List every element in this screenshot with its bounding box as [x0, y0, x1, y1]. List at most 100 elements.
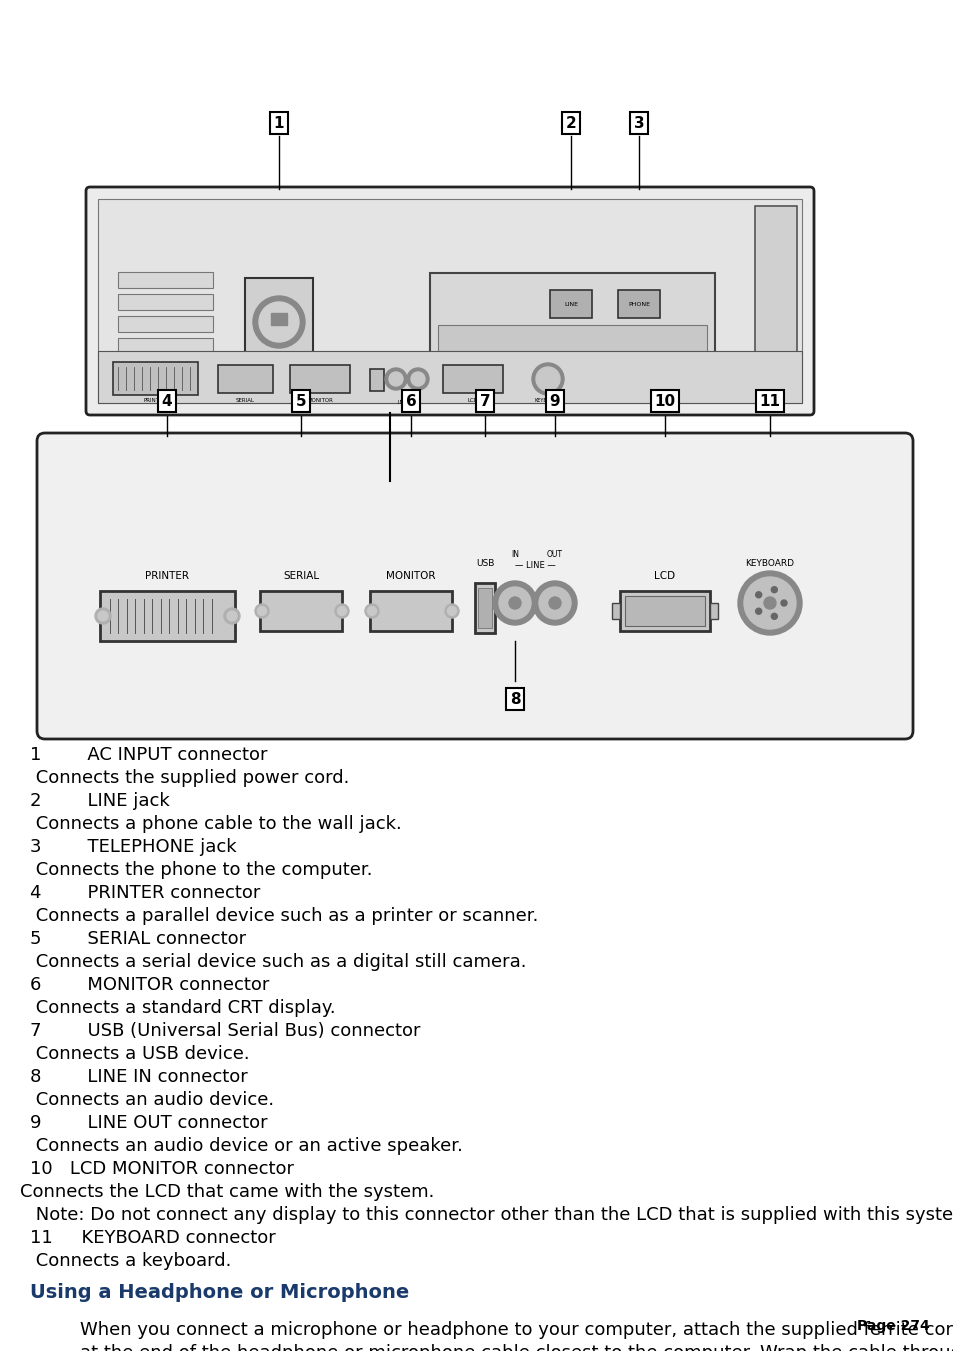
- Bar: [118, 272, 213, 288]
- Text: 6        MONITOR connector: 6 MONITOR connector: [30, 975, 269, 994]
- Circle shape: [98, 611, 108, 621]
- Circle shape: [771, 613, 777, 619]
- Text: LINE
IN  OUT: LINE IN OUT: [397, 394, 416, 405]
- Bar: [245, 278, 313, 366]
- Text: OUT: OUT: [546, 550, 562, 559]
- Bar: [442, 365, 502, 393]
- Bar: [430, 273, 714, 393]
- Circle shape: [738, 571, 801, 635]
- Text: 11     KEYBOARD connector: 11 KEYBOARD connector: [30, 1229, 275, 1247]
- Bar: [624, 596, 704, 626]
- Circle shape: [548, 597, 560, 609]
- Text: Connects an audio device.: Connects an audio device.: [30, 1092, 274, 1109]
- Circle shape: [533, 581, 577, 626]
- Bar: [477, 588, 492, 628]
- FancyBboxPatch shape: [86, 186, 813, 415]
- Text: 11: 11: [759, 393, 780, 408]
- Circle shape: [755, 592, 760, 597]
- Text: KEYBOARD: KEYBOARD: [534, 397, 560, 403]
- Circle shape: [498, 586, 531, 619]
- Text: Connects a keyboard.: Connects a keyboard.: [30, 1252, 232, 1270]
- Circle shape: [367, 607, 376, 616]
- Text: 4        PRINTER connector: 4 PRINTER connector: [30, 884, 260, 902]
- Bar: [754, 205, 796, 396]
- Circle shape: [258, 303, 298, 342]
- Bar: [370, 369, 384, 390]
- Circle shape: [337, 607, 346, 616]
- Circle shape: [493, 581, 537, 626]
- Bar: [260, 590, 341, 631]
- Circle shape: [253, 296, 305, 349]
- Bar: [709, 603, 718, 619]
- Text: SERIAL: SERIAL: [283, 571, 318, 581]
- Bar: [118, 359, 213, 376]
- Text: at the end of the headphone or microphone cable closest to the computer. Wrap th: at the end of the headphone or microphon…: [80, 1344, 953, 1351]
- Bar: [370, 590, 452, 631]
- Circle shape: [538, 586, 571, 619]
- Text: 3: 3: [633, 115, 643, 131]
- Circle shape: [781, 600, 786, 607]
- Circle shape: [755, 608, 760, 615]
- Text: Connects a standard CRT display.: Connects a standard CRT display.: [30, 998, 335, 1017]
- Text: When you connect a microphone or headphone to your computer, attach the supplied: When you connect a microphone or headpho…: [80, 1321, 953, 1339]
- Text: 6: 6: [405, 393, 416, 408]
- Bar: [98, 351, 801, 403]
- Circle shape: [771, 586, 777, 593]
- Text: 2: 2: [565, 115, 576, 131]
- Circle shape: [335, 604, 349, 617]
- Circle shape: [407, 367, 429, 390]
- Circle shape: [365, 604, 378, 617]
- Text: 4: 4: [161, 393, 172, 408]
- Text: 2        LINE jack: 2 LINE jack: [30, 792, 170, 811]
- Circle shape: [411, 372, 424, 386]
- Text: 7: 7: [479, 393, 490, 408]
- Text: LCD: LCD: [654, 571, 675, 581]
- Text: Connects a serial device such as a digital still camera.: Connects a serial device such as a digit…: [30, 952, 526, 971]
- Text: 10: 10: [654, 393, 675, 408]
- Text: 9        LINE OUT connector: 9 LINE OUT connector: [30, 1115, 268, 1132]
- Text: Connects an audio device or an active speaker.: Connects an audio device or an active sp…: [30, 1138, 462, 1155]
- Bar: [118, 295, 213, 309]
- Text: 7        USB (Universal Serial Bus) connector: 7 USB (Universal Serial Bus) connector: [30, 1021, 420, 1040]
- Text: LINE: LINE: [563, 301, 578, 307]
- Bar: [98, 199, 801, 403]
- Text: 1        AC INPUT connector: 1 AC INPUT connector: [30, 746, 267, 765]
- Bar: [437, 326, 706, 385]
- Circle shape: [224, 608, 240, 624]
- Circle shape: [389, 372, 402, 386]
- Circle shape: [509, 597, 520, 609]
- Text: MONITOR: MONITOR: [386, 571, 436, 581]
- Text: 10   LCD MONITOR connector: 10 LCD MONITOR connector: [30, 1161, 294, 1178]
- Text: 5: 5: [295, 393, 306, 408]
- Text: Using a Headphone or Microphone: Using a Headphone or Microphone: [30, 1283, 409, 1302]
- Circle shape: [95, 608, 111, 624]
- Text: 1: 1: [274, 115, 284, 131]
- Text: 9: 9: [549, 393, 559, 408]
- Text: Connects a phone cable to the wall jack.: Connects a phone cable to the wall jack.: [30, 815, 401, 834]
- Circle shape: [532, 363, 563, 394]
- Text: PRINTER: PRINTER: [145, 571, 189, 581]
- Circle shape: [536, 367, 559, 390]
- Circle shape: [257, 607, 266, 616]
- Text: Note: Do not connect any display to this connector other than the LCD that is su: Note: Do not connect any display to this…: [30, 1206, 953, 1224]
- Text: IN: IN: [511, 550, 518, 559]
- Text: SERIAL: SERIAL: [235, 397, 254, 403]
- Bar: [290, 365, 350, 393]
- Circle shape: [227, 611, 236, 621]
- Bar: [619, 590, 709, 631]
- Text: KEYBOARD: KEYBOARD: [744, 558, 794, 567]
- Bar: [118, 316, 213, 332]
- Text: MONITOR: MONITOR: [307, 397, 333, 403]
- Text: Connects the phone to the computer.: Connects the phone to the computer.: [30, 861, 372, 880]
- Text: USB: USB: [476, 558, 494, 567]
- Text: 3        TELEPHONE jack: 3 TELEPHONE jack: [30, 838, 236, 857]
- Bar: [100, 590, 234, 640]
- Circle shape: [763, 597, 775, 609]
- Text: PHONE: PHONE: [627, 301, 649, 307]
- Text: LCD: LCD: [467, 397, 478, 403]
- Bar: [118, 338, 213, 354]
- Text: Page 274: Page 274: [857, 1319, 929, 1333]
- Text: Connects the supplied power cord.: Connects the supplied power cord.: [30, 769, 349, 788]
- Text: — LINE —: — LINE —: [514, 562, 555, 570]
- Bar: [618, 290, 659, 317]
